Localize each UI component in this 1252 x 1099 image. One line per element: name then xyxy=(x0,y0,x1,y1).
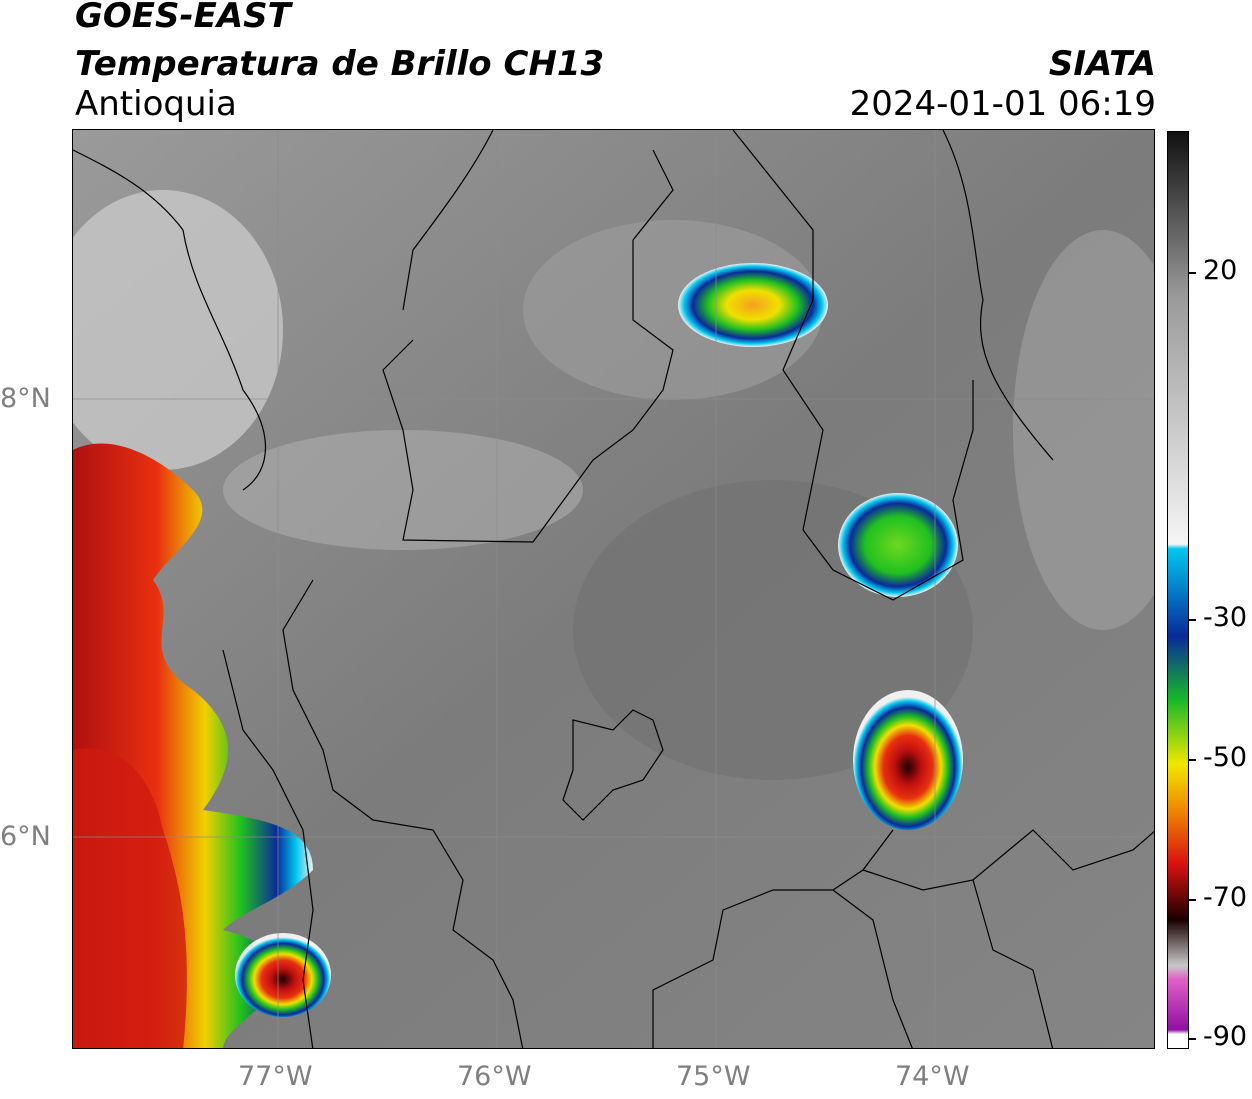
lat-label-8n: 8°N xyxy=(0,383,51,414)
colorbar-tick-20 xyxy=(1189,272,1196,274)
bright-cloud-band xyxy=(223,430,583,550)
colorbar-label-minus50: -50 xyxy=(1203,742,1248,773)
colorbar-tick-minus70 xyxy=(1189,899,1196,901)
colorbar xyxy=(1167,131,1189,1049)
product-title: Temperatura de Brillo CH13 xyxy=(75,44,605,84)
organization-title: SIATA xyxy=(1048,44,1156,84)
colorbar-tick-minus30 xyxy=(1189,619,1196,621)
region-title: Antioquia xyxy=(75,84,237,124)
datetime-title: 2024-01-01 06:19 xyxy=(849,84,1156,124)
colorbar-label-minus70: -70 xyxy=(1203,882,1248,913)
storm-north xyxy=(678,263,828,347)
storm-southwest xyxy=(235,933,331,1017)
satellite-title: GOES-EAST xyxy=(75,0,291,36)
colorbar-label-minus30: -30 xyxy=(1203,602,1248,633)
colorbar-tick-minus50 xyxy=(1189,759,1196,761)
lon-label-75w: 75°W xyxy=(676,1061,751,1092)
storm-southeast xyxy=(853,690,963,830)
colorbar-label-20: 20 xyxy=(1203,255,1238,286)
lon-label-74w: 74°W xyxy=(895,1061,970,1092)
graticule xyxy=(73,130,1154,1048)
colorbar-tick-minus90 xyxy=(1189,1038,1196,1040)
bright-cloud-nw xyxy=(73,190,283,470)
light-area-east xyxy=(1013,230,1154,630)
boundaries xyxy=(73,130,1154,1048)
colorbar-label-minus90: -90 xyxy=(1203,1021,1248,1052)
lat-label-6n: 6°N xyxy=(0,821,51,852)
brightness-temperature-map xyxy=(72,129,1155,1049)
lon-label-76w: 76°W xyxy=(457,1061,532,1092)
storm-east xyxy=(838,493,958,597)
west-convection-inner xyxy=(73,748,187,1048)
lon-label-77w: 77°W xyxy=(238,1061,313,1092)
